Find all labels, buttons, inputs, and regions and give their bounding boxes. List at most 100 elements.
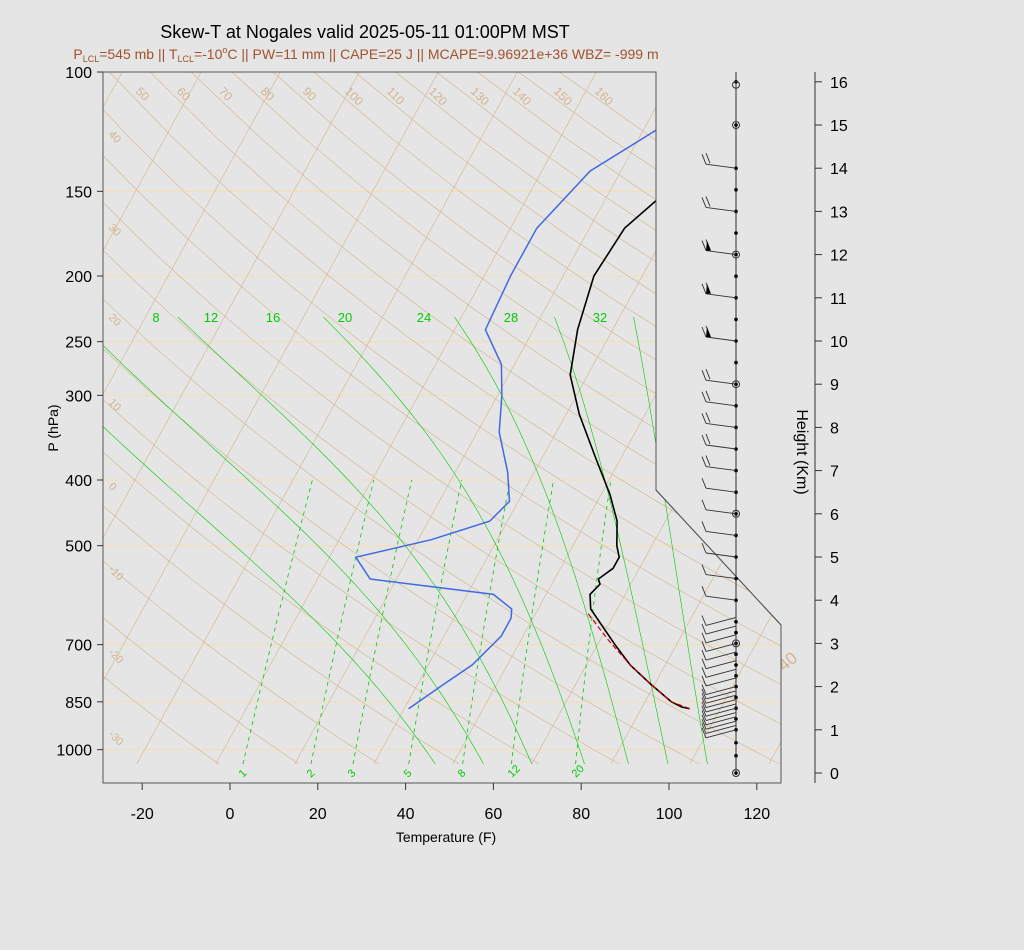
moist-adiabat-line	[103, 426, 436, 765]
height-level-dot	[734, 231, 738, 235]
wind-barb	[705, 163, 737, 169]
height-level-dot	[734, 425, 738, 430]
mixing-ratio-line	[310, 479, 375, 765]
height-level-dot	[734, 188, 738, 192]
wind-barb-pennant	[706, 327, 711, 337]
mixing-ratio-line	[511, 479, 554, 765]
height-level-dot	[734, 468, 738, 473]
x-axis-label: Temperature (F)	[396, 829, 496, 845]
temperature-line	[569, 108, 781, 710]
wind-barb	[705, 466, 737, 472]
x-tick-label: 80	[572, 806, 590, 823]
wind-barb	[705, 694, 737, 704]
wind-barb	[705, 720, 737, 730]
dry-adiabat-line	[103, 505, 460, 765]
height-level-circle	[732, 639, 740, 648]
wind-barb-feather	[701, 283, 707, 294]
wind-barb	[705, 530, 737, 536]
wind-barb-feather	[701, 391, 707, 402]
dry-adiabat-line	[103, 451, 540, 765]
height-tick-label: 7	[830, 464, 839, 481]
wind-barb-feather	[701, 586, 707, 597]
wind-barb	[705, 250, 737, 256]
dewpoint-line	[354, 72, 738, 710]
height-level-dot	[734, 630, 738, 635]
height-tick-label: 1	[830, 723, 839, 740]
x-tick-label: 100	[656, 806, 683, 823]
dry-adiabat-line	[109, 72, 781, 573]
dry-adiabat-line	[103, 348, 700, 765]
height-level-circle	[732, 509, 740, 518]
wind-barb-feather	[701, 688, 707, 700]
height-level-dot	[734, 123, 738, 127]
wind-barb	[705, 487, 737, 493]
wind-barb	[705, 379, 737, 385]
mixing-ratio-top-label: 20	[338, 310, 352, 325]
wind-barb-feather	[701, 564, 707, 575]
wind-barb-feather	[701, 370, 707, 381]
height-level-dot	[734, 317, 738, 322]
x-tick-label: -20	[131, 806, 154, 823]
wind-barb	[705, 703, 737, 713]
wind-barb	[705, 625, 737, 635]
y-tick-label: 500	[65, 539, 92, 556]
height-level-dot	[734, 674, 738, 678]
dry-adiabat-line	[272, 72, 781, 435]
wind-barb	[705, 707, 737, 717]
wind-barb-feather	[701, 434, 707, 446]
height-level-circle	[732, 769, 740, 777]
dry-adiabat-line	[103, 249, 781, 725]
wind-barb-feather	[701, 706, 707, 717]
height-tick-label: 11	[830, 291, 847, 308]
mixing-ratio-top-label: 8	[152, 310, 159, 325]
y-tick-label: 300	[65, 388, 92, 405]
wind-barb	[705, 716, 737, 726]
plot-frame-right-edge	[655, 489, 782, 626]
wind-barb-feather	[701, 413, 707, 424]
wind-barb	[705, 699, 737, 708]
wind-barb	[705, 729, 737, 739]
height-level-circle	[732, 250, 740, 259]
height-tick-label: 3	[830, 636, 839, 653]
wind-barb-feather	[701, 727, 707, 738]
x-tick-label: 20	[309, 806, 327, 823]
height-level-dot	[734, 695, 738, 700]
wind-barb	[705, 595, 737, 601]
height-tick-label: 9	[830, 377, 839, 394]
wind-barb	[705, 444, 737, 450]
wind-barb-feather	[705, 412, 711, 423]
height-axis-label: Height (Km)	[793, 409, 810, 494]
wind-barb-feather	[701, 710, 707, 721]
height-tick-label: 13	[830, 204, 848, 221]
mixing-ratio-top-label: 32	[593, 310, 607, 325]
wind-barb	[705, 206, 737, 212]
y-tick-label: 200	[65, 269, 92, 286]
isotherm-line	[610, 453, 781, 765]
dry-adiabat-line	[103, 201, 781, 685]
wind-barb	[705, 401, 737, 407]
wind-barb-feather	[701, 723, 707, 734]
height-level-dot	[734, 740, 738, 745]
mixing-ratio-top-label: 16	[266, 310, 280, 325]
mixing-ratio-top-label: 28	[504, 310, 518, 325]
dry-adiabat-line	[103, 108, 781, 609]
wind-barb	[705, 574, 737, 580]
axes-layer: 100 150 200 250 300 400 500 700 850 1000 -20 0 20 40 6…	[56, 65, 770, 823]
wind-barb	[705, 712, 737, 721]
y-tick-label: 400	[65, 473, 92, 490]
wind-barb-feather	[705, 455, 711, 466]
wind-barb-feather	[701, 649, 707, 661]
wind-barb	[705, 422, 737, 428]
height-level-dot	[734, 663, 738, 667]
moist-adiabat-line	[454, 316, 629, 765]
height-level-dot	[734, 771, 738, 775]
wind-barb-feather	[701, 714, 707, 726]
wind-barb-feather	[701, 667, 707, 678]
wind-barb-feather	[701, 478, 707, 489]
isotherm-line	[294, 72, 676, 765]
wind-barb	[705, 617, 737, 626]
wind-barb-feather	[701, 693, 707, 704]
